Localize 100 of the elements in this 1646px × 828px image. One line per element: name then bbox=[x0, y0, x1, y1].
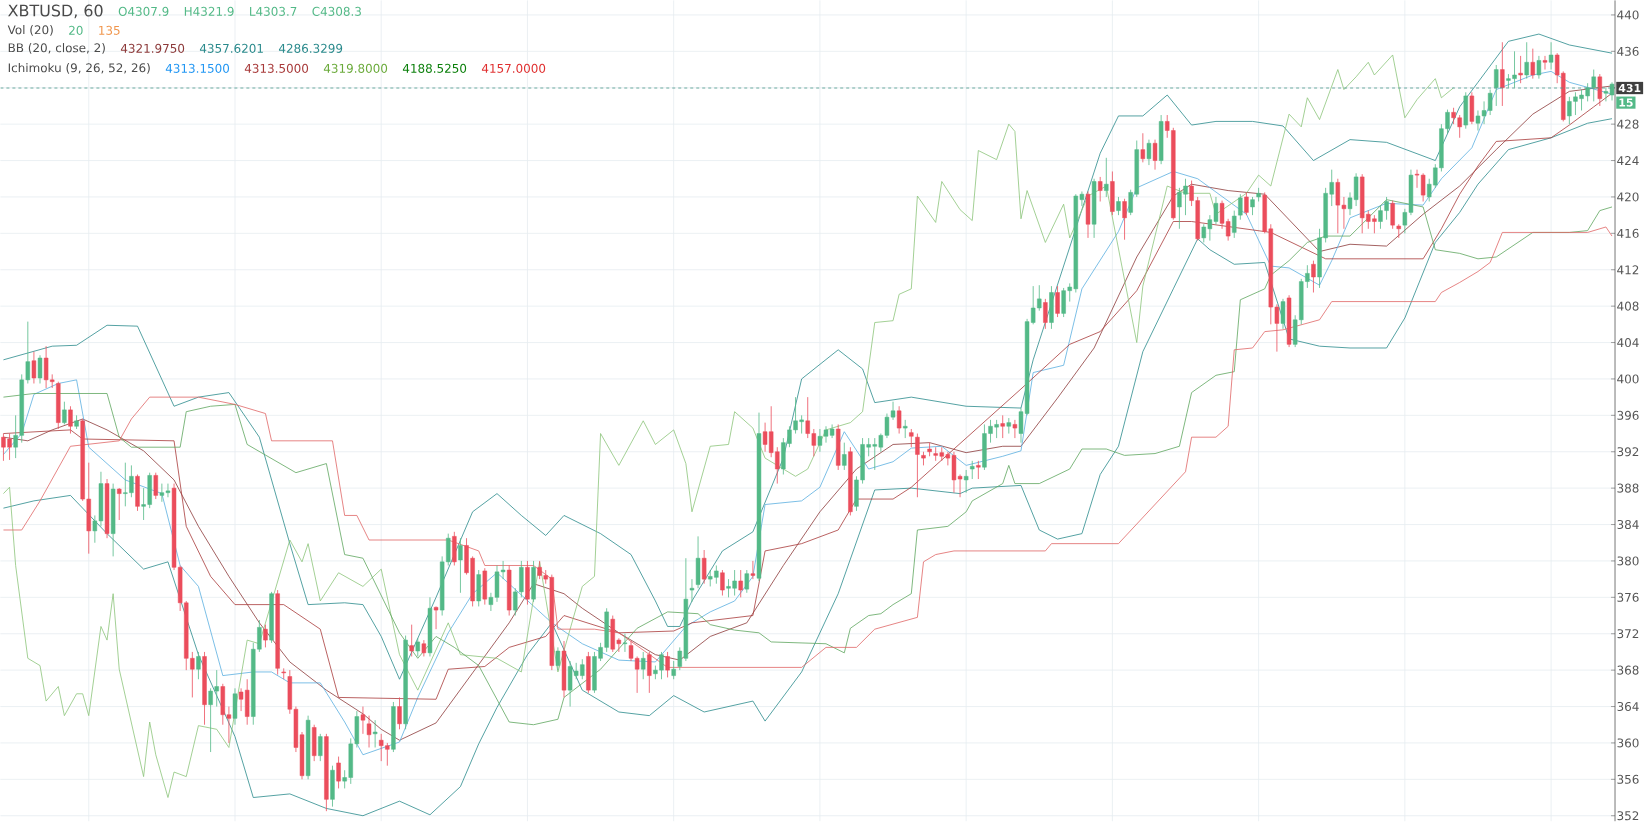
candlestick bbox=[1597, 73, 1603, 107]
annotation: O4307.9 bbox=[118, 6, 169, 16]
candlestick bbox=[1494, 64, 1499, 107]
candlestick bbox=[665, 651, 670, 678]
candlestick bbox=[750, 560, 756, 580]
candlestick bbox=[409, 624, 414, 657]
candlestick bbox=[1280, 298, 1286, 330]
annotation: 4157.0000 bbox=[481, 63, 546, 73]
annotation: 4319.8000 bbox=[323, 63, 388, 73]
candlestick bbox=[1536, 55, 1542, 80]
y-tick-label: 420 bbox=[1617, 192, 1639, 202]
candlestick bbox=[1098, 176, 1103, 202]
candlestick bbox=[1548, 41, 1554, 70]
candlestick bbox=[37, 354, 43, 384]
candlestick bbox=[1500, 41, 1505, 107]
candlestick bbox=[1146, 139, 1152, 166]
y-tick-label: 364 bbox=[1617, 702, 1639, 712]
y-tick-label: 384 bbox=[1617, 520, 1639, 530]
annotation: L4303.7 bbox=[250, 6, 297, 16]
candlestick bbox=[1043, 298, 1048, 330]
y-tick-label: 352 bbox=[1617, 811, 1639, 821]
annotation: 4313.1500 bbox=[165, 63, 230, 73]
candlestick bbox=[641, 651, 646, 680]
y-tick-label: 440 bbox=[1617, 10, 1639, 20]
y-tick-label: 360 bbox=[1617, 738, 1639, 748]
candlestick bbox=[366, 715, 372, 748]
candlestick bbox=[903, 419, 908, 439]
candlestick bbox=[909, 428, 914, 448]
annotation: H4321.9 bbox=[184, 6, 234, 16]
candlestick bbox=[1250, 196, 1255, 216]
y-tick-label: 436 bbox=[1617, 46, 1639, 56]
y-tick-label: 412 bbox=[1617, 265, 1639, 275]
candlestick bbox=[744, 569, 749, 594]
candlestick bbox=[263, 624, 268, 648]
candlestick bbox=[1591, 69, 1596, 102]
candlestick bbox=[421, 639, 427, 657]
candlestick bbox=[896, 405, 902, 434]
annotation: 4313.5000 bbox=[244, 63, 309, 73]
annotation: BB (20, close, 2) bbox=[8, 43, 105, 54]
candlestick bbox=[701, 549, 707, 585]
candlestick bbox=[1116, 196, 1121, 216]
candlestick bbox=[689, 578, 695, 603]
y-tick-label: 428 bbox=[1617, 119, 1639, 129]
y-tick-label: 380 bbox=[1617, 556, 1639, 566]
chart-title: XBTUSD, 60 bbox=[8, 4, 103, 19]
candlestick bbox=[1140, 132, 1146, 163]
text: 15 bbox=[1619, 98, 1633, 107]
candlestick bbox=[415, 637, 420, 657]
y-tick-label: 400 bbox=[1617, 374, 1639, 384]
annotation: 4321.9750 bbox=[120, 43, 185, 53]
annotation: 4357.6201 bbox=[199, 43, 263, 53]
y-tick-label: 408 bbox=[1617, 301, 1639, 311]
candlestick bbox=[671, 660, 676, 680]
candlestick bbox=[360, 706, 366, 735]
candlestick bbox=[970, 460, 975, 480]
y-tick-label: 416 bbox=[1617, 228, 1639, 238]
y-tick-label: 372 bbox=[1617, 629, 1639, 639]
y-tick-label: 392 bbox=[1617, 447, 1639, 457]
candlestick bbox=[720, 569, 725, 596]
candlestick bbox=[433, 606, 439, 630]
candlestick bbox=[1542, 55, 1548, 70]
y-tick-label: 424 bbox=[1617, 156, 1639, 165]
candlestick bbox=[622, 633, 628, 653]
candlestick bbox=[117, 487, 122, 521]
candlestick bbox=[397, 697, 402, 730]
annotation: 4188.5250 bbox=[402, 63, 467, 73]
y-tick-label: 356 bbox=[1617, 774, 1639, 784]
candlestick bbox=[1244, 191, 1249, 216]
candlestick bbox=[196, 651, 201, 680]
line-series bbox=[3, 54, 1454, 798]
candlestick bbox=[318, 733, 323, 762]
candlestick bbox=[31, 351, 37, 384]
annotation: 20 bbox=[69, 25, 83, 35]
candlestick bbox=[976, 460, 981, 480]
candlestick bbox=[1152, 139, 1158, 171]
text: 431 bbox=[1618, 83, 1641, 93]
annotation: C4308.3 bbox=[312, 6, 361, 16]
annotation: 135 bbox=[99, 25, 120, 35]
candlestick bbox=[458, 537, 463, 594]
candlestick bbox=[738, 569, 743, 598]
candlestick bbox=[555, 646, 561, 671]
y-tick-label: 368 bbox=[1617, 665, 1639, 675]
candlestick bbox=[1122, 198, 1127, 241]
y-tick-label: 388 bbox=[1617, 483, 1639, 493]
candlestick bbox=[1055, 285, 1060, 318]
candlestick bbox=[1530, 48, 1535, 80]
candlestick bbox=[372, 719, 378, 748]
candlestick bbox=[336, 756, 341, 789]
candlestick bbox=[963, 469, 969, 494]
candlestick bbox=[1524, 41, 1529, 80]
candlestick bbox=[1311, 260, 1316, 293]
annotation: Vol (20) bbox=[7, 25, 53, 36]
candlestick bbox=[1104, 157, 1109, 198]
candlestick bbox=[1000, 414, 1005, 439]
candlestick bbox=[842, 442, 847, 471]
candlestick bbox=[68, 405, 73, 434]
candlestick bbox=[915, 433, 920, 498]
y-tick-label: 396 bbox=[1617, 410, 1639, 420]
line-series bbox=[3, 199, 1613, 726]
candlestick bbox=[647, 651, 652, 694]
